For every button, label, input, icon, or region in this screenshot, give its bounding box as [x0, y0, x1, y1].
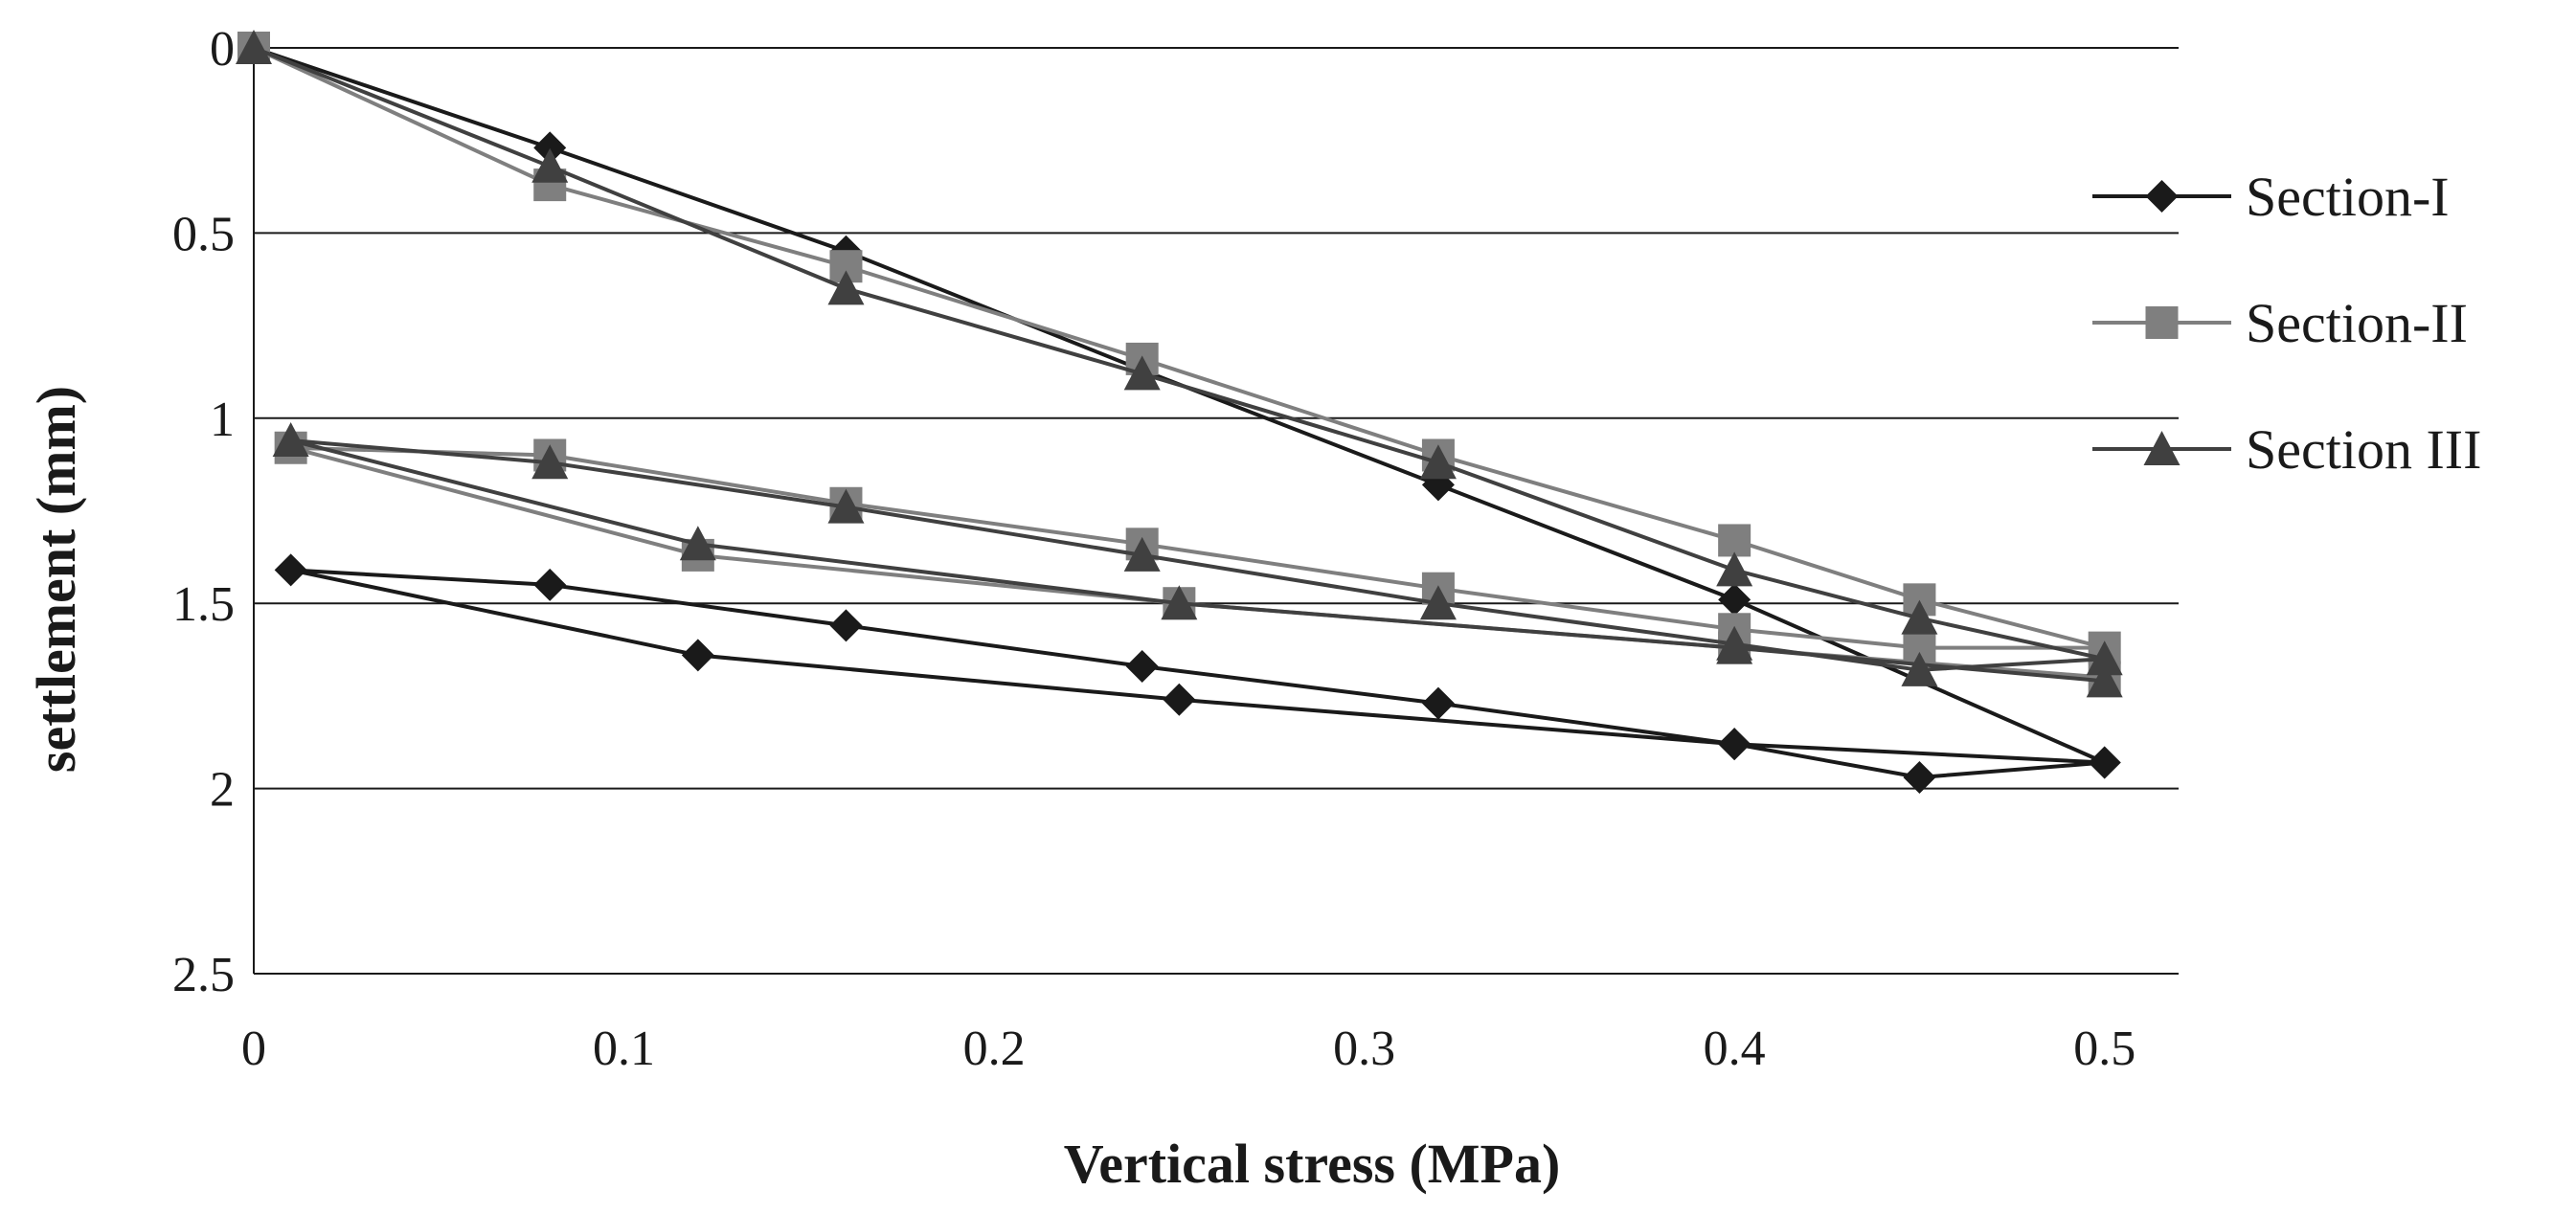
series-0: [237, 32, 2121, 794]
data-point: [1419, 444, 1457, 480]
x-axis-title: Vertical stress (MPa): [1064, 1133, 1561, 1195]
data-point: [2086, 640, 2123, 676]
x-tick-labels: 0 0.1 0.2 0.3 0.4 0.5: [241, 1022, 2135, 1076]
y-tick-label: 0: [210, 22, 235, 77]
legend: Section-I Section-II Section III: [2092, 166, 2481, 481]
data-point: [1718, 524, 1751, 557]
data-point: [1901, 651, 1938, 686]
series-layer: [236, 30, 2123, 794]
legend-item: Section III: [2092, 418, 2481, 481]
data-point: [1163, 683, 1196, 716]
data-point: [272, 422, 309, 458]
data-point: [1718, 583, 1751, 617]
legend-item: Section-I: [2092, 166, 2450, 228]
legend-label: Section III: [2246, 418, 2481, 481]
data-point: [1125, 649, 1159, 683]
legend-item: Section-II: [2092, 292, 2468, 354]
data-point: [1421, 686, 1455, 720]
legend-label: Section-I: [2246, 166, 2450, 228]
x-tick-label: 0.5: [2073, 1022, 2135, 1076]
data-point: [1716, 551, 1753, 587]
x-tick-label: 0: [241, 1022, 266, 1076]
y-tick-label: 2: [210, 763, 235, 818]
data-point: [2088, 746, 2121, 779]
data-point: [533, 131, 567, 165]
x-tick-label: 0.1: [593, 1022, 655, 1076]
data-point: [829, 609, 863, 642]
data-point: [1718, 728, 1751, 761]
y-tick-label: 2.5: [172, 948, 235, 1002]
y-tick-label: 1.5: [172, 577, 235, 632]
y-tick-label: 1: [210, 393, 235, 447]
grid-lines: [254, 47, 2179, 975]
x-tick-label: 0.4: [1704, 1022, 1766, 1076]
data-point: [531, 147, 569, 183]
data-point: [1161, 585, 1198, 620]
data-point: [1716, 629, 1753, 664]
data-point: [531, 444, 569, 480]
x-tick-label: 0.2: [963, 1022, 1026, 1076]
data-point: [827, 270, 865, 305]
x-tick-label: 0.3: [1333, 1022, 1395, 1076]
y-tick-labels: 0 0.5 1 1.5 2 2.5: [172, 22, 235, 1002]
data-point: [681, 639, 714, 672]
data-point: [1419, 585, 1457, 620]
data-point: [1903, 760, 1936, 794]
y-tick-label: 0.5: [172, 207, 235, 261]
legend-marker: [2145, 306, 2179, 339]
data-point: [533, 568, 567, 601]
data-point: [1123, 355, 1161, 391]
data-point: [679, 526, 716, 561]
data-point: [1123, 536, 1161, 572]
data-point: [1901, 599, 1938, 635]
legend-marker: [2145, 180, 2179, 213]
y-axis-title: settlement (mm): [25, 386, 87, 773]
legend-label: Section-II: [2246, 292, 2468, 354]
data-point: [2086, 663, 2123, 698]
series-2: [236, 30, 2123, 698]
series-line: [253, 46, 2107, 779]
data-point: [236, 30, 272, 64]
data-point: [274, 553, 307, 587]
legend-marker: [2143, 431, 2181, 465]
data-point: [827, 488, 865, 524]
